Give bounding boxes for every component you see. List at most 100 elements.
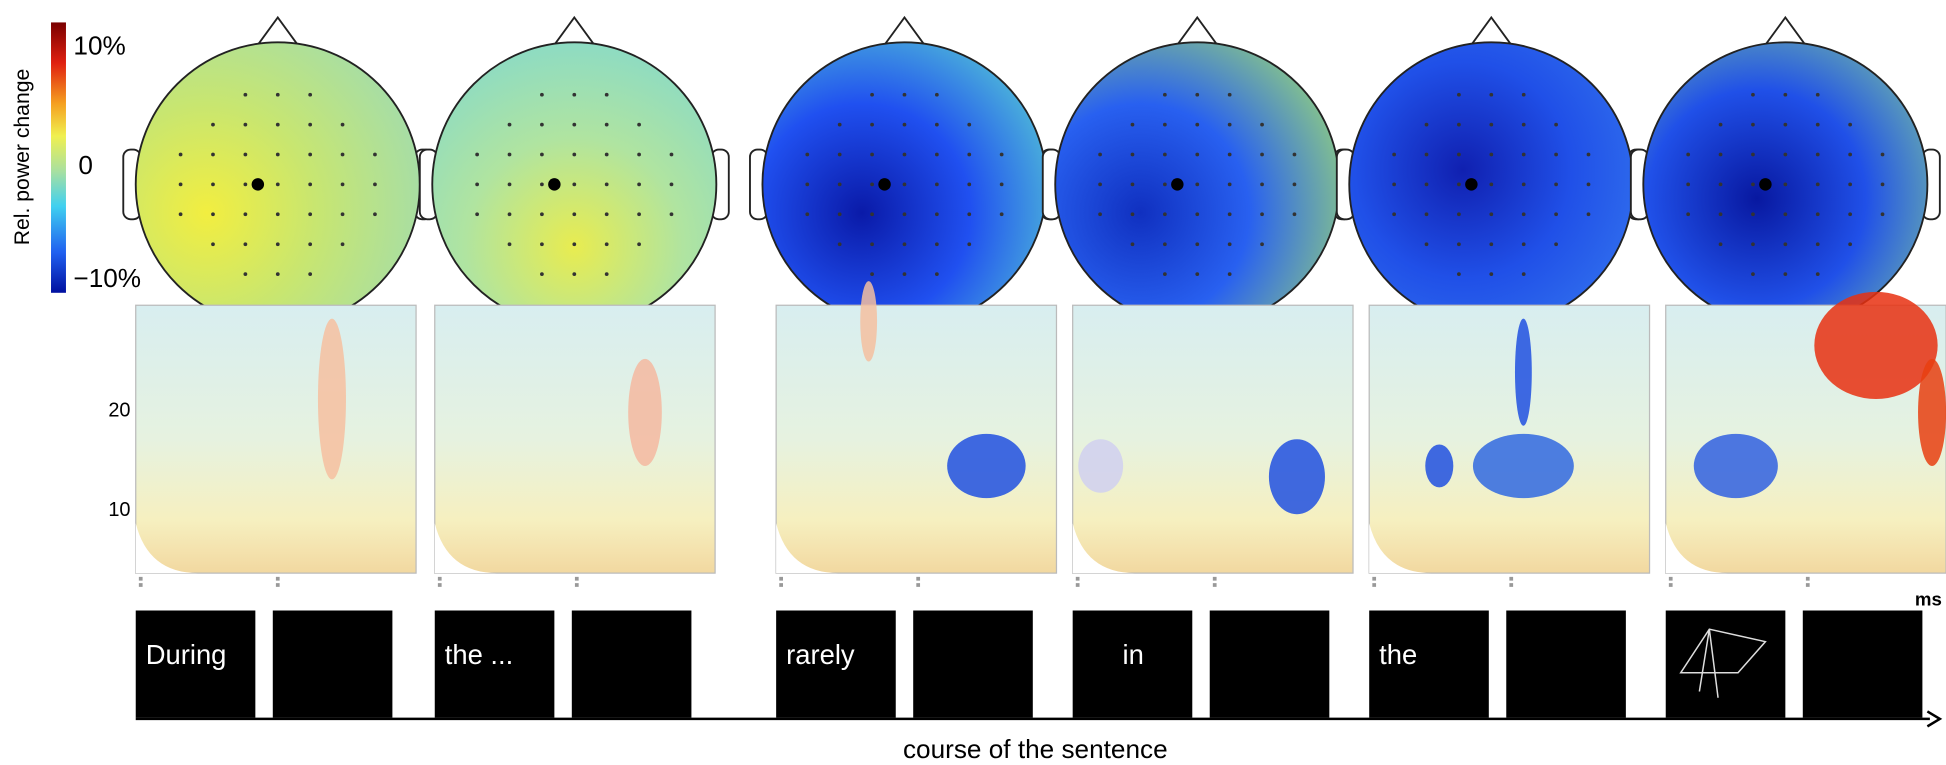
- electrode: [540, 182, 544, 187]
- word: in: [1123, 639, 1144, 670]
- electrode: [1195, 92, 1200, 97]
- electrode: [1457, 272, 1461, 276]
- electrode: [1227, 242, 1232, 247]
- electrode: [604, 182, 609, 187]
- electrode: [1227, 182, 1232, 187]
- electrode: [1521, 122, 1526, 127]
- electrode: [999, 182, 1004, 187]
- electrode: [507, 212, 512, 217]
- electrode: [1521, 212, 1526, 217]
- electrode: [540, 242, 544, 247]
- electrode: [967, 122, 972, 127]
- electrode: [1783, 152, 1788, 157]
- electrode: [1163, 212, 1167, 217]
- electrode: [1130, 242, 1135, 247]
- electrode: [507, 152, 512, 157]
- electrode: [340, 212, 345, 217]
- electrode: [1554, 182, 1558, 187]
- electrode: [1424, 242, 1429, 247]
- electrode: [1292, 152, 1297, 157]
- electrode: [1783, 242, 1788, 247]
- electrode: [1521, 152, 1526, 157]
- electrode: [308, 92, 313, 97]
- electrode: [1260, 242, 1264, 247]
- electrode: [507, 182, 512, 187]
- electrode: [604, 122, 609, 127]
- blank-box: [1209, 610, 1330, 718]
- x-unit: ms: [1915, 588, 1942, 609]
- electrode: [1489, 242, 1494, 247]
- electrode: [1130, 182, 1135, 187]
- electrode: [902, 212, 907, 217]
- electrode: [1815, 242, 1820, 247]
- stimulus-box: [1072, 610, 1193, 718]
- electrode: [637, 152, 641, 157]
- electrode: [1718, 182, 1723, 187]
- electrode: [540, 92, 544, 97]
- electrode: [870, 272, 874, 276]
- colorbar-tick: −10%: [73, 263, 141, 293]
- electrode: [1163, 152, 1167, 157]
- arrow-head: [1926, 710, 1943, 728]
- blank-box: [1802, 610, 1923, 718]
- electrode: [243, 122, 248, 127]
- electrode: [308, 242, 313, 247]
- electrode: [373, 182, 377, 187]
- electrode: [540, 212, 544, 217]
- electrode: [1554, 122, 1558, 127]
- stimulus-box: [434, 610, 555, 718]
- electrode: [1848, 212, 1853, 217]
- electrode: [837, 122, 842, 127]
- electrode: [1783, 212, 1788, 217]
- electrode: [1718, 152, 1723, 157]
- electrode: [669, 182, 674, 187]
- electrode: [275, 242, 280, 247]
- electrode: [1098, 182, 1102, 187]
- electrode: [1880, 182, 1885, 187]
- colorbar-label: Rel. power change: [11, 69, 34, 246]
- electrode: [837, 152, 842, 157]
- electrode: [340, 122, 345, 127]
- electrode: [934, 152, 939, 157]
- electrode: [1848, 152, 1853, 157]
- electrode: [1586, 212, 1591, 217]
- electrode: [572, 242, 577, 247]
- electrode: [211, 242, 215, 247]
- electrode: [1260, 182, 1264, 187]
- electrode: [1163, 122, 1167, 127]
- electrode: [902, 272, 907, 276]
- picture-stimulus: [1679, 628, 1767, 698]
- electrode: [637, 242, 641, 247]
- electrode: [837, 212, 842, 217]
- electrode: [275, 152, 280, 157]
- electrode-highlight: [1465, 178, 1478, 191]
- electrode: [1227, 152, 1232, 157]
- tf-mask: [434, 523, 498, 574]
- electrode: [1489, 152, 1494, 157]
- electrode: [1751, 122, 1755, 127]
- electrode: [934, 212, 939, 217]
- electrode: [902, 182, 907, 187]
- electrode: [604, 272, 609, 276]
- electrode: [1260, 212, 1264, 217]
- timeline-label: course of the sentence: [903, 734, 1168, 764]
- electrode: [1392, 182, 1396, 187]
- electrode: [243, 152, 248, 157]
- electrode: [1098, 152, 1102, 157]
- electrode: [475, 182, 479, 187]
- nose: [883, 15, 926, 46]
- electrode: [1815, 152, 1820, 157]
- electrode: [1424, 122, 1429, 127]
- electrode: [308, 182, 313, 187]
- nose: [553, 15, 595, 46]
- electrode: [243, 92, 248, 97]
- electrode: [1227, 92, 1232, 97]
- electrode: [1751, 182, 1755, 187]
- tf-mask: [776, 523, 839, 574]
- electrode: [275, 212, 280, 217]
- electrode: [572, 212, 577, 217]
- electrode: [1718, 212, 1723, 217]
- electrode: [1424, 212, 1429, 217]
